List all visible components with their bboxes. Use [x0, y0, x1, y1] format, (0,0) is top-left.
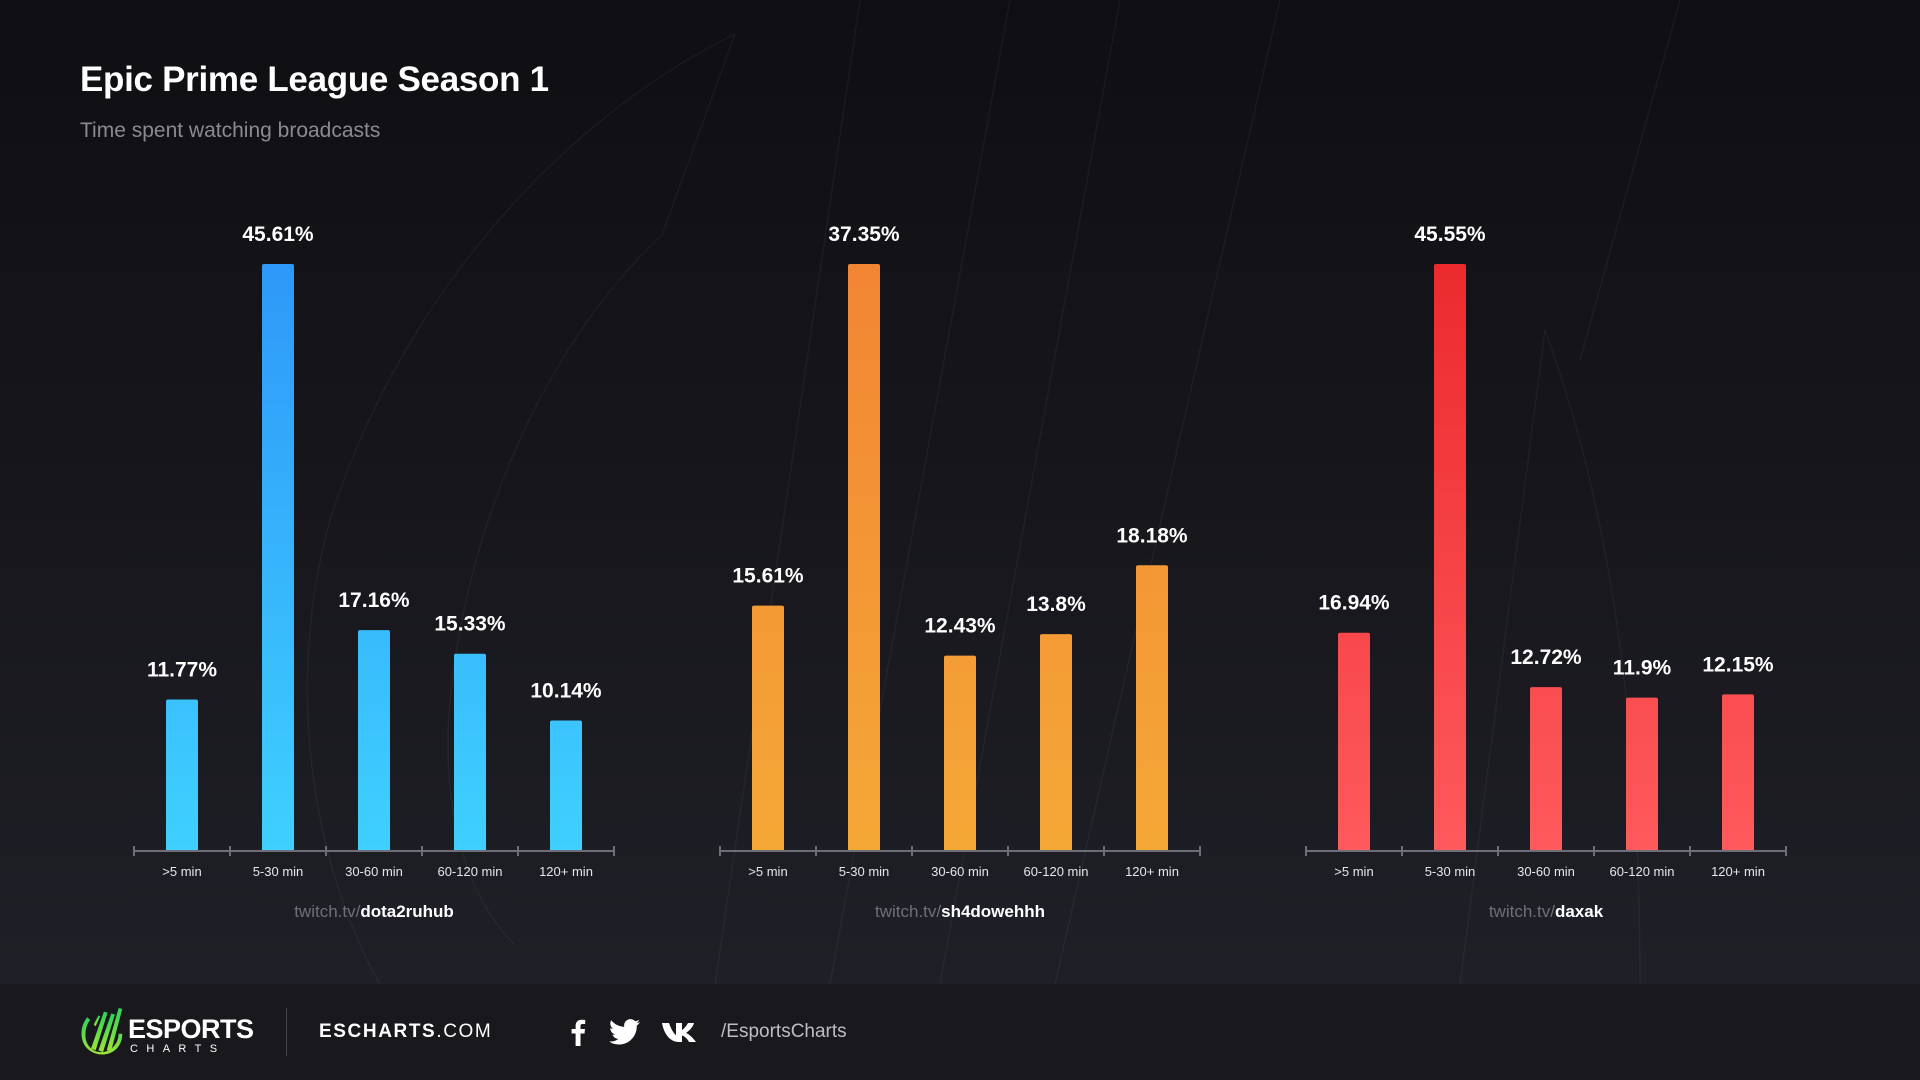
bar-value-label: 15.61%	[732, 565, 804, 588]
x-tick-label: >5 min	[748, 864, 787, 879]
website-link[interactable]: ESCHARTS.COM	[319, 1021, 492, 1043]
bar	[262, 264, 294, 851]
x-tick-label: 60-120 min	[1609, 864, 1674, 879]
bar-charts: 11.77% >5 min 45.61% 5-30 min 17.16% 30-60 mi…	[133, 223, 1787, 921]
bar-value-label: 12.72%	[1510, 646, 1582, 669]
bar	[1040, 634, 1072, 851]
x-tick-label: >5 min	[162, 864, 201, 879]
bar-value-label: 11.9%	[1613, 657, 1672, 680]
twitter-link[interactable]	[609, 1016, 640, 1048]
x-tick-label: 30-60 min	[345, 864, 403, 879]
channel-name: dota2ruhub	[360, 902, 454, 921]
x-tick-label: 120+ min	[1125, 864, 1179, 879]
website-link-suffix: .COM	[436, 1021, 493, 1042]
x-tick-label: 120+ min	[539, 864, 593, 879]
x-tick-label: 5-30 min	[839, 864, 890, 879]
facebook-link[interactable]	[570, 1016, 586, 1048]
channel-prefix: twitch.tv/	[875, 902, 941, 921]
bar	[1136, 565, 1168, 851]
bar-value-label: 15.33%	[434, 613, 506, 636]
esports-charts-logo-icon	[81, 1008, 123, 1055]
bar	[752, 605, 784, 851]
x-tick-label: 30-60 min	[1517, 864, 1575, 879]
x-tick-label: 60-120 min	[437, 864, 502, 879]
bar-value-label: 12.43%	[924, 615, 996, 638]
bar	[166, 699, 198, 851]
bar-value-label: 37.35%	[828, 223, 900, 246]
bar-value-label: 45.55%	[1414, 223, 1486, 246]
bar-value-label: 18.18%	[1116, 524, 1188, 547]
bar	[1530, 687, 1562, 851]
bar	[1434, 264, 1466, 851]
website-link-bold: ESCHARTS	[319, 1021, 437, 1042]
bar-value-label: 12.15%	[1702, 653, 1774, 676]
channel-prefix: twitch.tv/	[1489, 902, 1555, 921]
channel-name: daxak	[1555, 902, 1604, 921]
bar-value-label: 17.16%	[338, 589, 410, 612]
bar	[550, 720, 582, 851]
bar-value-label: 16.94%	[1318, 592, 1390, 615]
vk-icon	[662, 1023, 696, 1042]
footer-divider	[286, 1008, 287, 1056]
facebook-icon	[571, 1019, 586, 1046]
bar-value-label: 10.14%	[530, 679, 602, 702]
bar	[358, 630, 390, 851]
social-handle[interactable]: /EsportsCharts	[721, 1021, 847, 1042]
bar	[944, 655, 976, 851]
page-subtitle: Time spent watching broadcasts	[80, 119, 381, 142]
logo-subtext: CHARTS	[130, 1043, 226, 1055]
bar-value-label: 11.77%	[147, 659, 217, 682]
chart-daxak: 16.94% >5 min 45.55% 5-30 min 12.72% 30-60 mi…	[1305, 223, 1787, 921]
x-tick-label: 30-60 min	[931, 864, 989, 879]
x-tick-label: >5 min	[1334, 864, 1373, 879]
bar	[848, 264, 880, 851]
bar-value-label: 45.61%	[242, 223, 314, 246]
channel-label: twitch.tv/dota2ruhub	[294, 902, 454, 921]
x-tick-label: 60-120 min	[1023, 864, 1088, 879]
bar	[1722, 694, 1754, 851]
logo-wordmark: ESPORTS	[128, 1014, 254, 1044]
page-title: Epic Prime League Season 1	[80, 60, 549, 99]
x-tick-label: 5-30 min	[253, 864, 304, 879]
bar	[1626, 697, 1658, 851]
channel-label: twitch.tv/daxak	[1489, 902, 1604, 921]
bar	[454, 653, 486, 851]
chart-dota2ruhub: 11.77% >5 min 45.61% 5-30 min 17.16% 30-60 mi…	[133, 223, 615, 921]
x-tick-label: 5-30 min	[1425, 864, 1476, 879]
bar	[1338, 632, 1370, 851]
channel-prefix: twitch.tv/	[294, 902, 360, 921]
x-tick-label: 120+ min	[1711, 864, 1765, 879]
channel-label: twitch.tv/sh4dowehhh	[875, 902, 1045, 921]
bar-value-label: 13.8%	[1026, 593, 1086, 616]
twitter-icon	[609, 1019, 640, 1045]
vk-link[interactable]	[662, 1016, 697, 1048]
footer	[0, 984, 1920, 1080]
channel-name: sh4dowehhh	[941, 902, 1045, 921]
chart-sh4dowehhh: 15.61% >5 min 37.35% 5-30 min 12.43% 30-60 mi…	[719, 223, 1201, 921]
